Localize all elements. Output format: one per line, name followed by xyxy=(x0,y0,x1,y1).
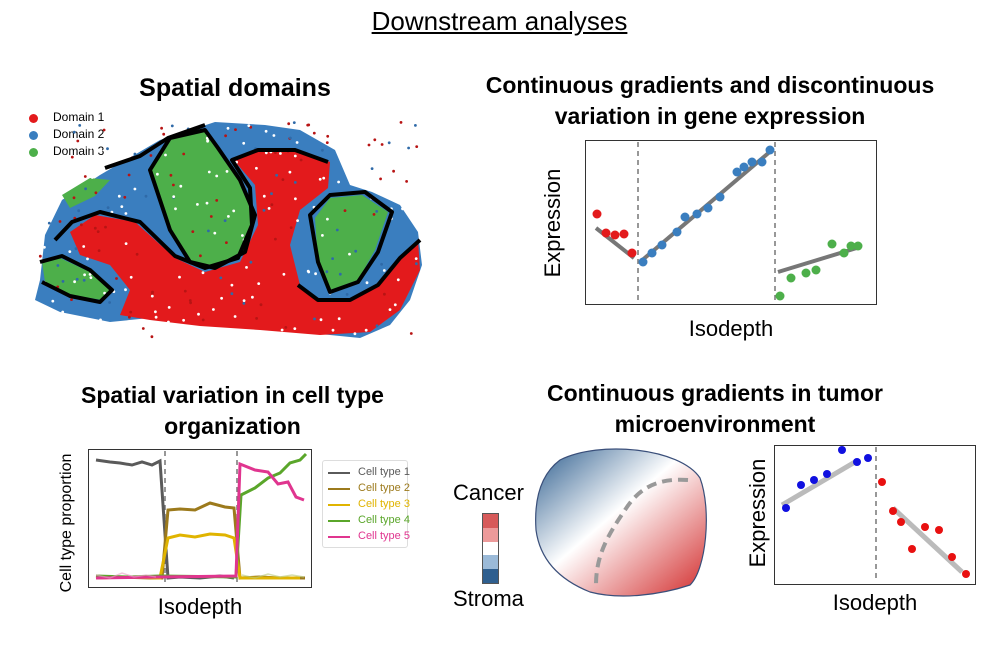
celltype-xlabel: Isodepth xyxy=(157,594,243,619)
gene-xlabel: Isodepth xyxy=(688,316,774,341)
data-point xyxy=(864,454,872,462)
title-line: Continuous gradients and discontinuous xyxy=(485,72,935,98)
data-point xyxy=(811,265,821,275)
data-point xyxy=(853,458,861,466)
series-line xyxy=(95,461,305,580)
legend-item: Cell type 3 xyxy=(323,497,410,513)
data-point xyxy=(962,570,970,578)
data-point xyxy=(839,248,849,258)
fit-line xyxy=(780,459,857,508)
celltype-plot-frame xyxy=(88,449,312,588)
data-point xyxy=(810,476,818,484)
data-point xyxy=(647,248,657,258)
tumor-plot-frame xyxy=(774,445,976,585)
data-point xyxy=(786,273,796,283)
data-point xyxy=(672,227,682,237)
colorbar-swatch xyxy=(483,569,498,583)
title-line: microenvironment xyxy=(614,411,816,437)
colorbar-swatch xyxy=(483,555,498,570)
colorbar-swatch xyxy=(483,541,498,556)
data-point xyxy=(921,523,929,531)
legend-label: Cell type 1 xyxy=(358,466,410,478)
data-point xyxy=(838,446,846,454)
data-point xyxy=(715,192,725,202)
data-point xyxy=(619,229,629,239)
data-point xyxy=(827,239,837,249)
data-point xyxy=(948,553,956,561)
celltype-title: Spatial variation in cell type organizat… xyxy=(55,380,410,442)
legend-swatch-icon xyxy=(328,488,350,490)
data-point xyxy=(747,157,757,167)
legend-label: Cell type 4 xyxy=(358,514,410,526)
spatial-domains-title: Spatial domains xyxy=(139,74,331,102)
legend-dot-icon xyxy=(29,114,38,123)
legend-item: Cell type 2 xyxy=(323,481,410,497)
colorbar-top-label: Cancer xyxy=(453,480,524,505)
data-point xyxy=(801,268,811,278)
legend-label: Cell type 5 xyxy=(358,530,410,542)
data-point xyxy=(732,167,742,177)
data-point xyxy=(897,518,905,526)
legend-swatch-icon xyxy=(328,504,350,506)
legend-item: Cell type 1 xyxy=(323,465,410,481)
data-point xyxy=(797,481,805,489)
data-point xyxy=(935,526,943,534)
legend-swatch-icon xyxy=(328,536,350,538)
data-point xyxy=(757,157,767,167)
title-line: Continuous gradients in tumor xyxy=(546,380,884,406)
data-point xyxy=(889,507,897,515)
data-point xyxy=(908,545,916,553)
data-point xyxy=(775,291,785,301)
legend-label: Cell type 3 xyxy=(358,498,410,510)
data-point xyxy=(703,203,713,213)
data-point xyxy=(739,162,749,172)
legend-label: Domain 1 xyxy=(53,110,105,124)
page-title: Downstream analyses xyxy=(371,6,628,36)
data-point xyxy=(601,228,611,238)
data-point xyxy=(782,504,790,512)
data-point xyxy=(592,209,602,219)
legend-dot-icon xyxy=(29,131,38,140)
data-point xyxy=(657,240,667,250)
gene-plot-frame xyxy=(585,140,877,305)
data-point xyxy=(765,145,775,155)
data-point xyxy=(610,230,620,240)
celltype-legend: Cell type 1 Cell type 2 Cell type 3 Cell ty… xyxy=(322,460,410,548)
data-point xyxy=(627,248,637,258)
tumor-region xyxy=(535,448,707,597)
data-point xyxy=(680,212,690,222)
background-line xyxy=(95,572,157,579)
legend-swatch-icon xyxy=(328,520,350,522)
data-point xyxy=(823,470,831,478)
legend-label: Cell type 2 xyxy=(358,482,410,494)
data-point xyxy=(692,209,702,219)
tumor-title: Continuous gradients in tumor microenvir… xyxy=(520,378,910,440)
tumor-xlabel: Isodepth xyxy=(832,590,918,615)
title-line: Spatial variation in cell type xyxy=(81,382,384,408)
data-point xyxy=(853,241,863,251)
colorbar-bottom-label: Stroma xyxy=(453,586,524,611)
colorbar xyxy=(482,513,499,584)
data-point xyxy=(846,241,856,251)
gene-expression-title: Continuous gradients and discontinuous v… xyxy=(450,70,970,132)
title-line: organization xyxy=(164,413,301,439)
legend-dot-icon xyxy=(29,148,38,157)
title-line: variation in gene expression xyxy=(554,103,866,129)
legend-item: Cell type 4 xyxy=(323,513,410,529)
legend-item: Cell type 5 xyxy=(323,529,410,545)
tumor-boundary xyxy=(594,477,689,586)
colorbar-swatch xyxy=(483,514,498,528)
fit-line xyxy=(891,506,964,574)
colorbar-swatch xyxy=(483,527,498,542)
background-line xyxy=(241,573,305,579)
data-point xyxy=(878,478,886,486)
legend-swatch-icon xyxy=(328,472,350,474)
data-point xyxy=(638,257,648,267)
